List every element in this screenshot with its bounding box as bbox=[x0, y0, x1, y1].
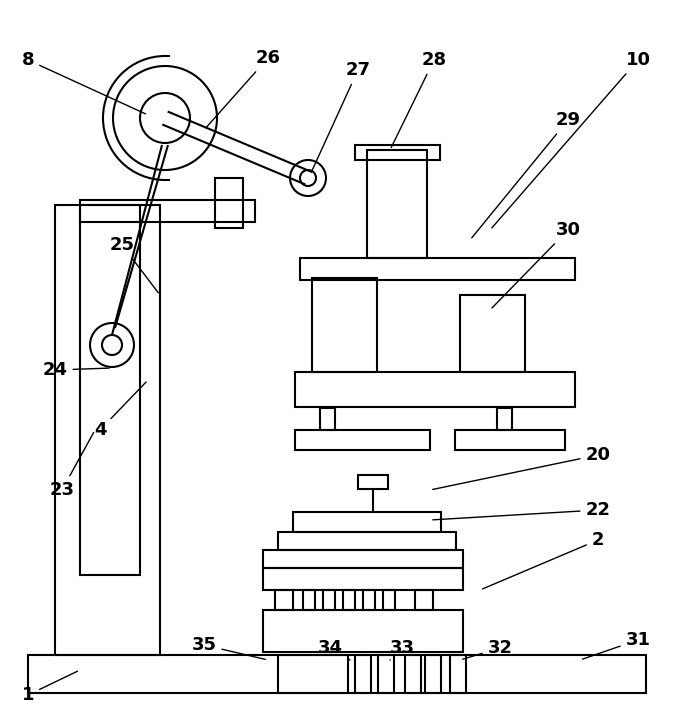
Text: 28: 28 bbox=[391, 51, 447, 147]
Bar bbox=[455, 430, 565, 450]
Bar bbox=[363, 590, 375, 610]
Text: 23: 23 bbox=[49, 433, 94, 499]
Text: 26: 26 bbox=[206, 49, 280, 128]
Text: 34: 34 bbox=[317, 639, 350, 660]
Text: 10: 10 bbox=[492, 51, 650, 228]
Text: 27: 27 bbox=[311, 61, 371, 172]
Bar bbox=[355, 145, 440, 160]
Text: 32: 32 bbox=[462, 639, 512, 659]
Bar bbox=[497, 408, 512, 430]
Bar bbox=[460, 295, 525, 372]
Bar bbox=[263, 550, 463, 568]
Bar bbox=[425, 655, 441, 693]
Text: 2: 2 bbox=[483, 531, 605, 589]
Text: 20: 20 bbox=[433, 446, 611, 490]
Text: 22: 22 bbox=[433, 501, 611, 520]
Bar bbox=[320, 408, 335, 430]
Bar bbox=[293, 512, 441, 532]
Bar bbox=[343, 590, 355, 610]
Text: 25: 25 bbox=[109, 236, 158, 292]
Bar bbox=[295, 430, 430, 450]
Bar bbox=[303, 590, 315, 610]
Text: 24: 24 bbox=[42, 361, 109, 379]
Bar bbox=[415, 590, 433, 610]
Bar bbox=[323, 590, 335, 610]
Text: 30: 30 bbox=[492, 221, 580, 308]
Text: 31: 31 bbox=[582, 631, 650, 659]
Bar bbox=[80, 205, 140, 575]
Bar bbox=[55, 205, 160, 655]
Bar bbox=[358, 475, 388, 489]
Bar bbox=[295, 372, 575, 407]
Bar bbox=[367, 150, 427, 258]
Text: 4: 4 bbox=[94, 382, 146, 439]
Bar bbox=[405, 655, 421, 693]
Bar bbox=[28, 655, 646, 693]
Bar bbox=[312, 278, 377, 372]
Text: 29: 29 bbox=[472, 111, 580, 238]
Bar bbox=[275, 590, 293, 610]
Bar bbox=[263, 610, 463, 652]
Bar bbox=[355, 655, 371, 693]
Bar bbox=[263, 568, 463, 590]
Bar bbox=[278, 655, 348, 693]
Bar bbox=[383, 590, 395, 610]
Bar bbox=[450, 655, 466, 693]
Bar bbox=[378, 655, 394, 693]
Bar bbox=[215, 178, 243, 228]
Bar bbox=[300, 258, 575, 280]
Text: 1: 1 bbox=[22, 671, 78, 704]
Text: 8: 8 bbox=[22, 51, 146, 114]
Text: 35: 35 bbox=[191, 636, 266, 659]
Text: 33: 33 bbox=[390, 639, 415, 660]
Bar bbox=[278, 532, 456, 550]
Bar bbox=[80, 200, 255, 222]
